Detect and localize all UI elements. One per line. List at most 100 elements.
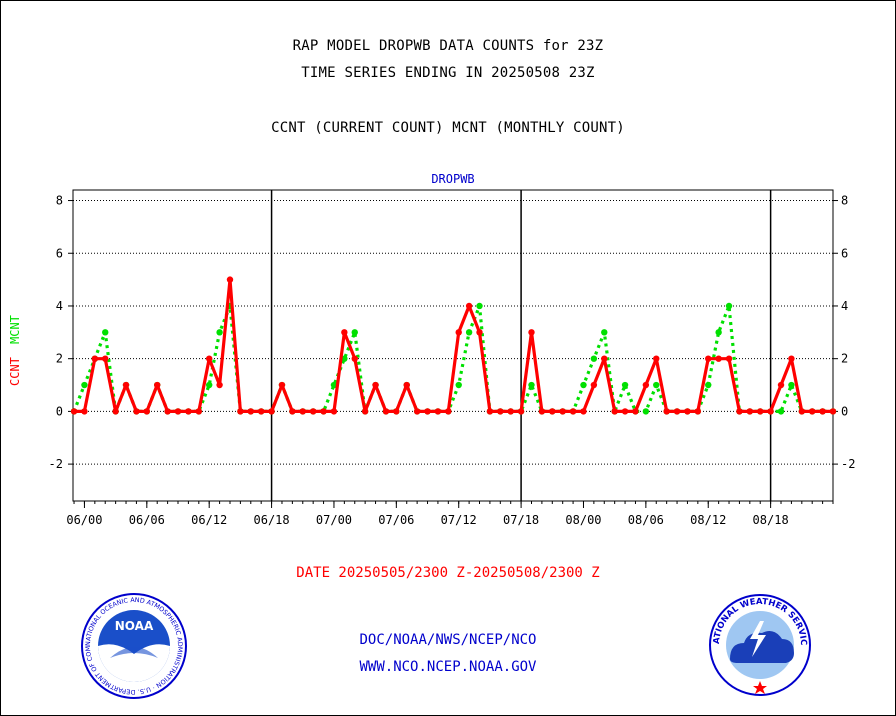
point-ccnt <box>164 408 171 415</box>
point-ccnt <box>798 408 806 415</box>
point-mcnt <box>788 381 795 389</box>
plot-frame <box>72 189 834 502</box>
point-ccnt <box>102 355 109 362</box>
point-ccnt <box>715 355 722 362</box>
nws-logo: NATIONAL WEATHER SERVICE <box>708 593 811 696</box>
point-ccnt <box>455 329 462 336</box>
point-ccnt <box>112 408 119 415</box>
x-tick-label: 06/12 <box>191 513 227 527</box>
point-ccnt <box>330 408 338 415</box>
point-ccnt <box>372 381 379 389</box>
point-ccnt <box>632 408 639 415</box>
point-ccnt <box>497 408 504 415</box>
point-mcnt <box>653 381 660 389</box>
point-ccnt <box>559 408 566 415</box>
point-ccnt <box>580 408 587 415</box>
point-ccnt <box>601 355 608 362</box>
point-ccnt <box>154 381 161 389</box>
point-mcnt <box>465 329 473 336</box>
point-ccnt <box>517 408 525 415</box>
point-ccnt <box>528 329 535 336</box>
point-ccnt <box>642 381 650 389</box>
point-ccnt <box>278 381 286 389</box>
y-tick-label-left: 0 <box>56 404 63 418</box>
point-mcnt <box>102 329 109 336</box>
point-mcnt <box>216 329 223 336</box>
y-tick-label-left: -2 <box>49 457 63 471</box>
point-ccnt <box>694 408 702 415</box>
point-ccnt <box>507 408 514 415</box>
point-ccnt <box>538 408 546 415</box>
point-ccnt <box>486 408 494 415</box>
x-tick-label: 08/18 <box>753 513 789 527</box>
y-tick-label-right: 6 <box>841 246 848 260</box>
point-mcnt <box>476 302 483 310</box>
y-tick-label-right: 0 <box>841 404 848 418</box>
point-ccnt <box>341 329 348 336</box>
y-tick-label-right: 4 <box>841 299 848 313</box>
point-mcnt <box>621 381 629 389</box>
point-ccnt <box>621 408 629 415</box>
point-ccnt <box>434 408 442 415</box>
point-ccnt <box>445 408 452 415</box>
url-line: WWW.NCO.NCEP.NOAA.GOV <box>359 659 537 675</box>
point-ccnt <box>351 355 358 362</box>
point-mcnt <box>725 302 733 310</box>
point-ccnt <box>247 408 254 415</box>
point-mcnt <box>330 381 338 389</box>
point-ccnt <box>413 408 421 415</box>
point-ccnt <box>476 329 483 336</box>
x-tick-label: 07/12 <box>441 513 477 527</box>
point-ccnt <box>289 408 296 415</box>
point-ccnt <box>361 408 369 415</box>
point-ccnt <box>382 408 390 415</box>
point-ccnt <box>195 408 203 415</box>
point-mcnt <box>580 381 587 389</box>
noaa-logo: NOAA NATIONAL OCEANIC AND ATMOSPHERIC AD… <box>80 592 187 699</box>
noaa-logo-text: NOAA <box>115 619 154 633</box>
point-ccnt <box>788 355 795 362</box>
y-tick-label-right: 2 <box>841 352 848 366</box>
x-tick-label: 08/06 <box>628 513 664 527</box>
chart-title: DROPWB <box>431 172 474 186</box>
y-tick-label-right: 8 <box>841 194 848 208</box>
point-ccnt <box>143 408 151 415</box>
org-line: DOC/NOAA/NWS/NCEP/NCO <box>359 632 537 648</box>
point-mcnt <box>590 355 598 362</box>
point-ccnt <box>91 355 99 362</box>
y-tick-label-left: 2 <box>56 352 63 366</box>
x-tick-label: 07/06 <box>378 513 414 527</box>
point-mcnt <box>351 329 358 336</box>
point-mcnt <box>705 381 712 389</box>
time-series-chart: DROPWB -2 -2 0 0 2 2 4 4 6 6 8 8 06/00 06/06 06/12 06/18… <box>8 172 855 527</box>
point-ccnt <box>320 408 327 415</box>
point-ccnt <box>590 381 598 389</box>
x-tick-label: 07/00 <box>316 513 352 527</box>
point-ccnt <box>684 408 691 415</box>
date-range-label: DATE 20250505/2300 Z-20250508/2300 Z <box>296 565 600 581</box>
point-mcnt <box>455 381 462 389</box>
y-tick-label-left: 6 <box>56 246 63 260</box>
point-ccnt <box>829 408 837 415</box>
point-ccnt <box>746 408 754 415</box>
point-ccnt <box>393 408 400 415</box>
point-mcnt <box>777 408 785 415</box>
x-tick-label: 08/12 <box>690 513 726 527</box>
x-tick-label: 07/18 <box>503 513 539 527</box>
point-ccnt <box>673 408 681 415</box>
point-ccnt <box>205 355 213 362</box>
chart-header-line-1: RAP MODEL DROPWB DATA COUNTS for 23Z <box>292 38 604 54</box>
point-ccnt <box>81 408 88 415</box>
chart-header-line-2: TIME SERIES ENDING IN 20250508 23Z <box>301 65 595 81</box>
point-ccnt <box>757 408 764 415</box>
point-ccnt <box>70 408 78 415</box>
series-line-ccnt <box>74 278 833 413</box>
point-ccnt <box>705 355 712 362</box>
point-ccnt <box>237 408 244 415</box>
point-mcnt <box>715 329 722 336</box>
x-tick-label: 06/18 <box>254 513 290 527</box>
point-mcnt <box>528 381 535 389</box>
chart-header-line-3: CCNT (CURRENT COUNT) MCNT (MONTHLY COUNT… <box>271 120 625 136</box>
x-tick-label: 08/00 <box>565 513 601 527</box>
point-ccnt <box>767 408 774 415</box>
